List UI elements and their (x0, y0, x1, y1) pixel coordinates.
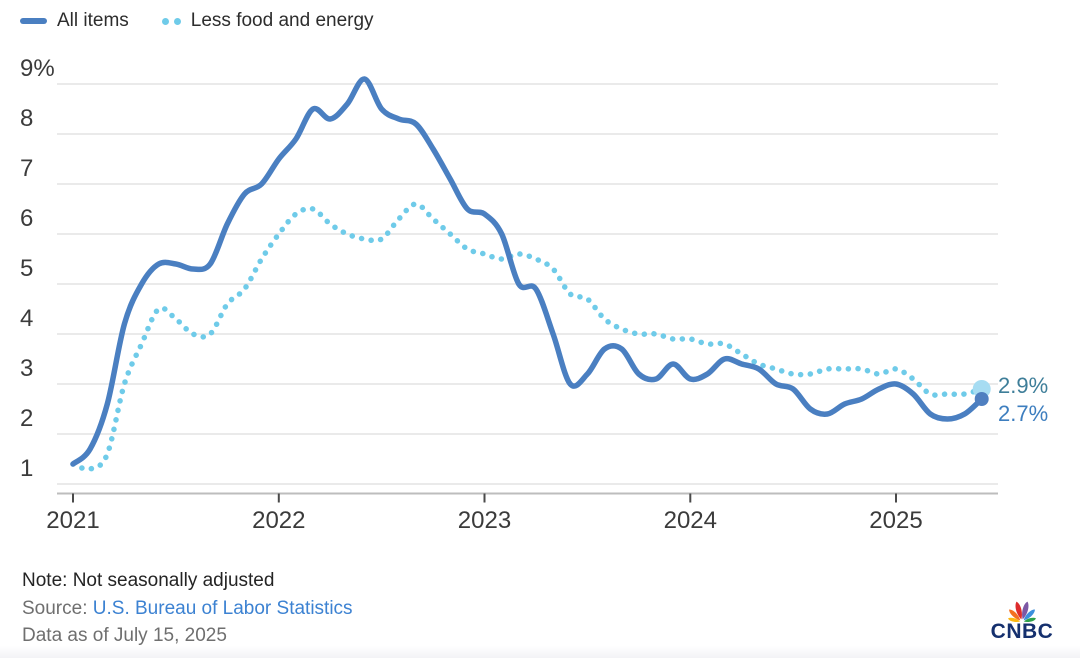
legend-item-all-items: All items (20, 10, 129, 32)
y-tick-label: 2 (20, 405, 33, 432)
y-tick-label: 6 (20, 205, 33, 232)
y-tick-label: 7 (20, 155, 33, 182)
all-items-line-swatch-icon (20, 18, 47, 24)
cnbc-wordmark: CNBC (990, 620, 1054, 643)
dotted-line-swatch-icon (161, 17, 181, 25)
x-tick-label: 2021 (46, 507, 99, 534)
end-markers: 2.9% 2.7% (972, 373, 1048, 426)
all-items-line (70, 76, 985, 467)
x-tick-label: 2023 (458, 507, 511, 534)
peacock-feather-icon (1023, 609, 1035, 621)
peacock-feather-icon (1009, 609, 1021, 621)
chart-footer: Note: Not seasonally adjusted Source: U.… (22, 567, 353, 649)
chart-note: Note: Not seasonally adjusted (22, 570, 275, 591)
core-end-dot (972, 380, 991, 398)
legend-label-less-food-energy: Less food and energy (190, 10, 374, 31)
peacock-feather-icon (1023, 617, 1037, 623)
chart-source: Source: U.S. Bureau of Labor Statistics (22, 595, 353, 622)
chart-legend: All items Less food and energy (20, 10, 374, 32)
series-lines (70, 76, 985, 473)
y-tick-label: 8 (20, 105, 33, 132)
x-tick-label: 2024 (664, 507, 717, 534)
less-food-energy-line (70, 201, 985, 473)
x-axis (57, 492, 998, 503)
y-tick-label: 3 (20, 355, 33, 382)
peacock-feather-icon (1022, 601, 1029, 620)
core-end-value-label: 2.9% (998, 373, 1048, 398)
x-axis-labels: 2021 2022 2023 2024 2025 (46, 507, 922, 534)
all-items-end-dot (974, 392, 989, 406)
peacock-feather-icon (1015, 601, 1022, 620)
legend-item-less-food-energy: Less food and energy (161, 10, 374, 32)
peacock-icon (1007, 601, 1037, 623)
legend-label-all-items: All items (57, 10, 129, 31)
y-tick-label: 4 (20, 305, 33, 332)
cnbc-logo: CNBC (991, 586, 1053, 644)
all-items-end-value-label: 2.7% (998, 401, 1048, 426)
source-link[interactable]: U.S. Bureau of Labor Statistics (92, 598, 353, 619)
data-as-of: Data as of July 15, 2025 (22, 625, 227, 646)
peacock-feather-icon (1007, 617, 1021, 623)
x-tick-label: 2025 (869, 507, 922, 534)
source-prefix: Source: (22, 598, 88, 619)
y-tick-label: 9% (20, 55, 55, 82)
y-axis-labels: 9% 8 7 6 5 4 3 2 1 (20, 55, 55, 482)
y-tick-label: 5 (20, 255, 33, 282)
x-tick-label: 2022 (252, 507, 305, 534)
y-tick-label: 1 (20, 455, 33, 482)
